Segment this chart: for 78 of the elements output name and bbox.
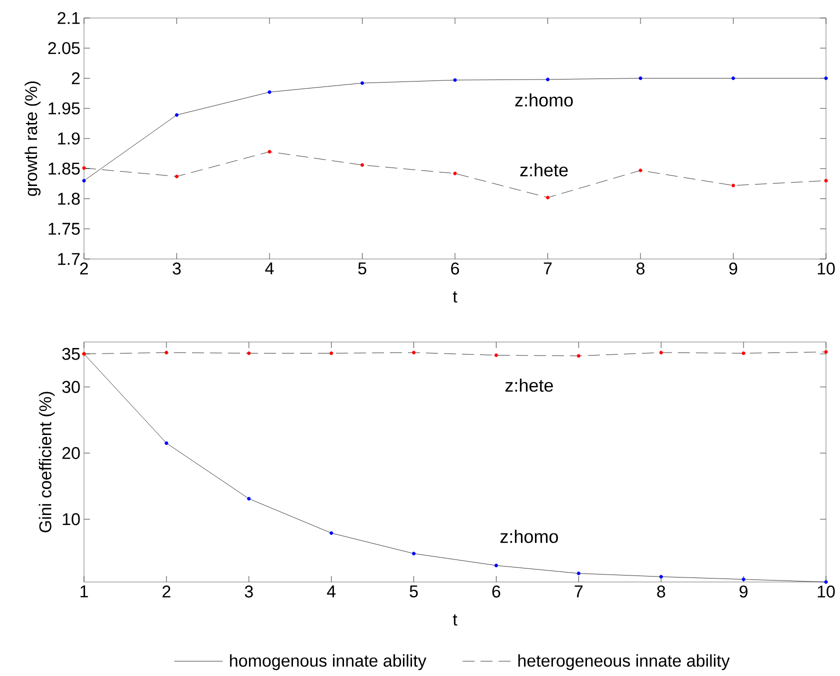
annotation: z:homo: [515, 93, 573, 106]
point: [268, 90, 272, 94]
x-tick-label: 6: [451, 262, 459, 275]
point: [330, 531, 334, 535]
annotation: z:hete: [520, 163, 568, 176]
point: [412, 350, 416, 354]
x-tick-label: 7: [574, 585, 583, 598]
y-tick-label: 2.1: [58, 12, 80, 24]
point: [330, 351, 334, 355]
point: [731, 184, 736, 188]
point: [164, 441, 168, 445]
point: [360, 163, 364, 167]
y-tick-label: 1.85: [48, 162, 80, 175]
point: [453, 172, 457, 176]
x-tick-label: 3: [172, 262, 181, 275]
point: [576, 572, 580, 576]
point: [82, 178, 86, 182]
legend-label: heterogeneous innate ability: [518, 654, 730, 670]
x-tick-label: 7: [544, 262, 552, 274]
point: [247, 351, 251, 355]
point: [638, 168, 642, 172]
y-tick-label: 1.9: [58, 132, 80, 144]
x-axis-title: t: [452, 291, 458, 302]
point: [546, 196, 550, 200]
x-tick-label: 8: [636, 262, 644, 275]
y-tick-label: 20: [62, 447, 80, 460]
point: [731, 76, 736, 80]
point: [494, 353, 498, 357]
point: [164, 350, 168, 354]
y-tick-label: 2: [72, 72, 80, 84]
x-tick-label: 2: [162, 585, 170, 598]
point: [546, 78, 550, 82]
point: [659, 574, 663, 578]
point: [638, 76, 642, 80]
y-tick-label: 1.95: [48, 102, 80, 114]
x-tick-label: 6: [492, 585, 500, 598]
x-tick-label: 10: [818, 262, 835, 275]
point: [824, 580, 828, 584]
point: [824, 178, 828, 182]
y-tick-label: 30: [62, 380, 80, 393]
x-tick-label: 3: [244, 585, 253, 598]
y-tick-label: 10: [62, 513, 80, 526]
y-tick-label: 2.05: [48, 42, 80, 54]
y-axis-title: growth rate (%): [24, 81, 41, 196]
x-tick-label: 9: [740, 585, 748, 598]
y-axis-title: Gini coefficient (%): [38, 392, 55, 532]
legend-label: homogenous innate ability: [230, 654, 426, 670]
y-tick-label: 1.8: [58, 192, 80, 205]
point: [82, 166, 86, 170]
point: [659, 350, 663, 354]
point: [268, 150, 272, 154]
point: [174, 174, 179, 178]
x-tick-label: 8: [657, 585, 666, 598]
x-tick-label: 1: [80, 585, 88, 598]
point: [824, 350, 828, 354]
point: [824, 76, 828, 80]
y-tick-label: 1.7: [58, 253, 80, 265]
point: [742, 578, 746, 582]
point: [494, 564, 498, 568]
point: [247, 496, 251, 500]
x-tick-label: 5: [410, 585, 418, 598]
point: [742, 351, 746, 355]
point: [174, 113, 179, 117]
x-tick-label: 9: [729, 262, 738, 275]
y-tick-label: 1.75: [48, 222, 80, 235]
annotation: z:hete: [505, 378, 553, 392]
x-axis-title: t: [452, 614, 458, 626]
x-tick-label: 2: [80, 262, 88, 274]
y-tick-label: 35: [62, 348, 80, 360]
x-tick-label: 4: [265, 262, 274, 274]
point: [576, 354, 580, 358]
x-tick-label: 5: [358, 262, 366, 274]
annotation: z:homo: [500, 530, 558, 543]
x-tick-label: 4: [327, 585, 336, 598]
point: [453, 78, 457, 82]
point: [360, 81, 364, 85]
point: [412, 552, 416, 556]
x-tick-label: 10: [818, 585, 835, 598]
